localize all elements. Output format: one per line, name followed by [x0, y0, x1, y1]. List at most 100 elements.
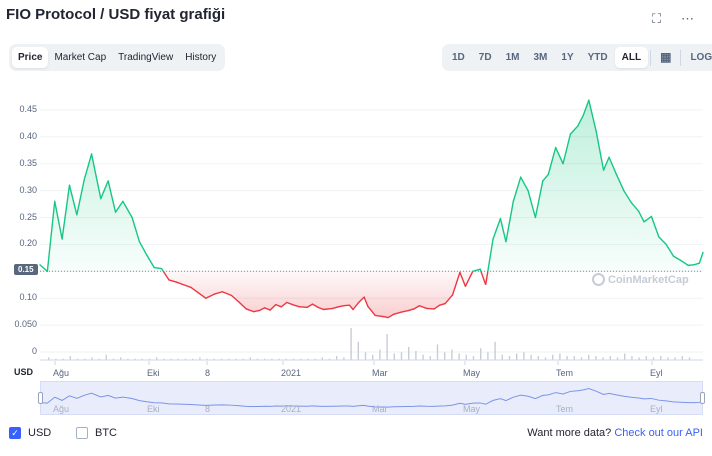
- volume-bar: [177, 358, 179, 360]
- volume-bar: [631, 356, 633, 360]
- volume-bar: [436, 344, 439, 360]
- volume-bar: [271, 358, 273, 360]
- range-all[interactable]: ALL: [614, 47, 649, 68]
- volume-bar: [192, 358, 194, 360]
- price-line-segment: [214, 291, 224, 295]
- volume-bar: [508, 356, 511, 360]
- volume-bar: [415, 350, 417, 360]
- y-axis-tick: 0: [31, 346, 37, 356]
- range-ytd[interactable]: YTD: [587, 52, 608, 63]
- price-line-segment: [160, 268, 164, 272]
- btc-checkbox[interactable]: [76, 427, 88, 439]
- volume-bar: [566, 356, 568, 360]
- price-line-segment: [263, 307, 271, 311]
- navigator-left-handle[interactable]: [38, 392, 43, 404]
- price-line-segment: [512, 176, 522, 203]
- price-line-segment: [569, 125, 579, 135]
- price-line-segment: [693, 262, 701, 266]
- price-line-segment: [238, 301, 247, 310]
- price-line-segment: [542, 173, 549, 182]
- coinmarketcap-watermark: CoinMarketCap: [592, 273, 689, 286]
- volume-bar: [328, 358, 331, 360]
- calendar-icon[interactable]: ▦: [660, 50, 672, 64]
- divider: [650, 49, 652, 66]
- volume-bar: [559, 353, 561, 360]
- navigator-tick: Ağu: [53, 404, 70, 414]
- volume-bar: [602, 357, 604, 360]
- fullscreen-icon[interactable]: ⛶: [652, 11, 662, 26]
- range-1m[interactable]: 1M: [505, 52, 520, 63]
- navigator-tick: Eyl: [650, 404, 663, 414]
- usd-checkbox[interactable]: ✓: [9, 427, 21, 439]
- navigator-tick: 8: [205, 404, 211, 414]
- tab-tradingview[interactable]: TradingView: [118, 52, 174, 63]
- volume-bar: [336, 356, 338, 360]
- price-line-segment: [269, 303, 277, 311]
- range-1d[interactable]: 1D: [452, 52, 465, 63]
- more-data-text: Want more data?: [527, 427, 612, 439]
- volume-bar: [444, 352, 446, 360]
- volume-bar: [199, 357, 201, 360]
- price-line-segment: [484, 271, 489, 285]
- y-axis-tick: 0.35: [19, 157, 37, 168]
- legend-usd[interactable]: ✓ USD: [9, 427, 51, 439]
- price-line-segment: [595, 130, 605, 171]
- price-line-segment: [499, 217, 507, 243]
- volume-bar: [228, 358, 230, 360]
- time-range-tabs: 1D 7D 1M 3M 1Y YTD ALL ▦ LOG: [442, 44, 712, 71]
- price-line-segment: [519, 176, 529, 192]
- x-axis-tick: 8: [205, 368, 211, 378]
- volume-bar: [314, 358, 316, 360]
- volume-bar: [624, 353, 626, 360]
- volume-bar: [69, 356, 71, 360]
- log-scale-toggle[interactable]: LOG: [690, 52, 712, 63]
- x-axis-tick: Tem: [556, 368, 574, 378]
- range-7d[interactable]: 7D: [478, 52, 492, 63]
- price-line-segment: [168, 279, 177, 283]
- x-axis-tick: Eyl: [650, 368, 663, 378]
- price-line-segment: [615, 173, 625, 192]
- price-line-segment: [357, 296, 365, 304]
- api-link[interactable]: Check out our API: [614, 427, 703, 439]
- tab-price[interactable]: Price: [12, 47, 49, 68]
- volume-bar: [148, 358, 151, 360]
- price-line-segment: [258, 307, 266, 312]
- price-line-segment: [588, 99, 597, 133]
- more-options-icon[interactable]: ⋯: [681, 11, 694, 26]
- volume-bar: [494, 341, 496, 360]
- price-line-segment: [637, 210, 645, 223]
- price-line-segment: [306, 303, 314, 309]
- current-price-label: 0.15: [14, 264, 38, 275]
- price-line-segment: [487, 238, 494, 272]
- navigator-tick: May: [463, 404, 481, 414]
- price-line-segment: [444, 294, 454, 305]
- volume-bar: [688, 357, 691, 360]
- price-line-segment: [122, 200, 133, 219]
- price-line-segment: [197, 292, 207, 299]
- volume-bar: [580, 357, 583, 360]
- price-line-segment: [68, 184, 78, 216]
- price-line-segment: [413, 305, 421, 310]
- volume-bar: [55, 358, 57, 360]
- price-line-segment: [492, 217, 502, 240]
- range-1y[interactable]: 1Y: [561, 52, 574, 63]
- price-line-segment: [322, 307, 334, 311]
- range-3m[interactable]: 3M: [533, 52, 548, 63]
- volume-bar: [62, 358, 64, 360]
- volume-bar: [357, 341, 359, 360]
- volume-bar: [400, 352, 403, 360]
- tab-history[interactable]: History: [185, 52, 217, 63]
- volume-bar: [84, 358, 86, 360]
- area-above-baseline: [40, 100, 703, 272]
- tab-market-cap[interactable]: Market Cap: [54, 52, 107, 63]
- price-line-segment: [562, 133, 572, 165]
- price-line-segment: [46, 200, 56, 272]
- navigator-tick: 2021: [281, 404, 302, 414]
- navigator-right-handle[interactable]: [700, 392, 705, 404]
- price-line-segment: [317, 306, 325, 311]
- price-line-segment: [39, 264, 49, 272]
- volume-bar: [652, 357, 655, 360]
- volume-bar: [616, 357, 619, 360]
- legend-btc[interactable]: BTC: [76, 427, 117, 439]
